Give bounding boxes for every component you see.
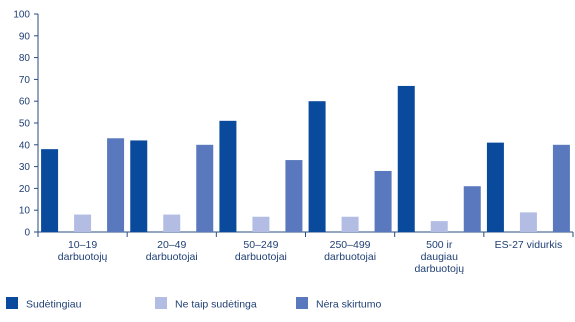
x-tick-label: ES-27 vidurkis	[495, 239, 563, 251]
x-tick-label: 20–49 darbuotojai	[146, 239, 198, 263]
y-tick-label: 10	[19, 206, 31, 217]
bar	[219, 120, 237, 232]
legend: Sudėtingiau Ne taip sudėtinga Nėra skirtum…	[6, 297, 382, 311]
bar	[341, 216, 359, 232]
y-axis: 0 10 20 30 40 50 60 70 80 90 100	[13, 10, 39, 239]
y-tick-label: 90	[19, 31, 31, 42]
bar	[374, 170, 392, 232]
bar	[196, 144, 214, 232]
y-tick-label: 100	[13, 10, 30, 21]
bar	[430, 221, 448, 232]
y-tick-label: 20	[19, 184, 31, 195]
bars	[41, 85, 570, 232]
legend-label: Nėra skirtumo	[316, 299, 382, 311]
bar	[486, 142, 504, 232]
bar	[463, 186, 481, 232]
legend-label: Sudėtingiau	[26, 299, 82, 311]
bar	[552, 144, 570, 232]
y-tick-label: 0	[24, 228, 30, 239]
y-tick-label: 70	[19, 75, 31, 86]
legend-swatch	[6, 297, 18, 309]
legend-label: Ne taip sudėtinga	[175, 299, 257, 311]
bar	[74, 214, 92, 232]
y-tick-label: 40	[19, 140, 31, 151]
category-labels: 10–19 darbuotojų 20–49 darbuotojai 50–249 dar…	[58, 239, 562, 275]
bar	[308, 101, 326, 232]
x-tick-label: 500 ir daugiau darbuotojų	[414, 239, 464, 275]
y-tick-label: 60	[19, 97, 31, 108]
bar	[163, 214, 181, 232]
y-tick-label: 50	[19, 119, 31, 130]
bar	[107, 138, 125, 232]
x-tick-label: 250–499 darbuotojai	[324, 239, 376, 263]
y-tick-label: 80	[19, 53, 31, 64]
x-tick-label: 50–249 darbuotojai	[235, 239, 287, 263]
x-axis	[37, 231, 574, 237]
bar	[285, 160, 303, 232]
bar	[41, 149, 59, 232]
legend-swatch	[296, 297, 308, 309]
legend-swatch	[155, 297, 167, 309]
bar	[519, 212, 537, 232]
y-tick-label: 30	[19, 162, 31, 173]
bar	[252, 216, 270, 232]
bar	[397, 85, 415, 232]
x-tick-label: 10–19 darbuotojų	[58, 239, 108, 263]
bar	[130, 140, 148, 232]
